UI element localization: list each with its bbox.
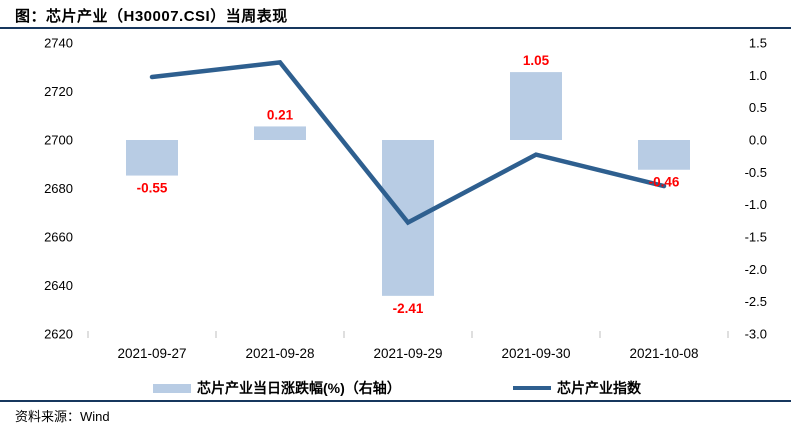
left-axis-tick-label: 2700 — [44, 133, 73, 148]
line-series-swatch — [513, 386, 551, 390]
pct-change-bar — [382, 140, 434, 296]
left-axis-tick-label: 2720 — [44, 84, 73, 99]
right-axis-tick-label: 1.0 — [749, 68, 767, 83]
left-axis-tick-label: 2640 — [44, 278, 73, 293]
bar-series-swatch — [153, 383, 191, 393]
right-axis-tick-label: -2.5 — [745, 294, 767, 309]
legend-item-line-series: 芯片产业指数 — [513, 378, 641, 398]
pct-change-bar — [254, 126, 306, 140]
bar-value-label: 1.05 — [523, 53, 550, 68]
chart-legend: 芯片产业当日涨跌幅(%)（右轴） 芯片产业指数 — [0, 378, 791, 398]
right-axis-tick-label: 0.0 — [749, 133, 767, 148]
x-axis-category-label: 2021-10-08 — [629, 346, 698, 361]
left-axis-tick-label: 2620 — [44, 327, 73, 342]
figure-title: 图：芯片产业（H30007.CSI）当周表现 — [15, 8, 288, 25]
x-axis-category-label: 2021-09-27 — [117, 346, 186, 361]
pct-change-bar — [126, 140, 178, 176]
left-axis-tick-label: 2660 — [44, 230, 73, 245]
line-series-label: 芯片产业指数 — [557, 380, 641, 396]
bar-value-label: 0.21 — [267, 107, 294, 122]
legend-item-bar-series: 芯片产业当日涨跌幅(%)（右轴） — [153, 378, 401, 398]
right-axis-tick-label: -1.5 — [745, 230, 767, 245]
pct-change-bar — [510, 72, 562, 140]
right-axis-tick-label: -3.0 — [745, 327, 767, 342]
left-axis-tick-label: 2680 — [44, 181, 73, 196]
pct-change-bar — [638, 140, 690, 170]
left-axis-tick-label: 2740 — [44, 36, 73, 51]
x-axis-category-label: 2021-09-29 — [373, 346, 442, 361]
bar-value-label: -0.55 — [137, 181, 168, 196]
right-axis-tick-label: 1.5 — [749, 36, 767, 51]
bar-series-label: 芯片产业当日涨跌幅(%)（右轴） — [197, 380, 401, 396]
x-axis-category-label: 2021-09-28 — [245, 346, 314, 361]
right-axis-tick-label: 0.5 — [749, 100, 767, 115]
footer-rule — [0, 400, 791, 402]
right-axis-tick-label: -2.0 — [745, 262, 767, 277]
x-axis-category-label: 2021-09-30 — [501, 346, 570, 361]
bar-value-label: -0.46 — [649, 175, 680, 190]
index-line — [149, 60, 667, 226]
right-axis-tick-label: -1.0 — [745, 197, 767, 212]
header-rule — [0, 27, 791, 29]
bar-value-label: -2.41 — [393, 301, 424, 316]
source-note: 资料来源：Wind — [15, 409, 110, 424]
right-axis-tick-label: -0.5 — [745, 165, 767, 180]
